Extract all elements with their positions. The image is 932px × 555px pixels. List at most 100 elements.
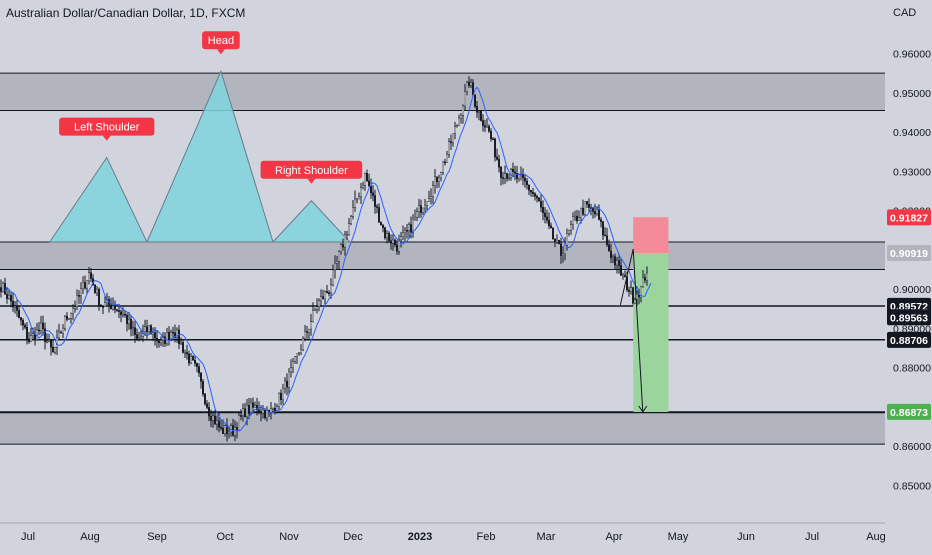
position-layer[interactable] bbox=[633, 217, 669, 412]
candle-body bbox=[298, 352, 301, 355]
candle-body bbox=[77, 295, 80, 297]
candle-body bbox=[568, 230, 571, 234]
candle-body bbox=[334, 263, 337, 271]
candle-body bbox=[85, 280, 88, 289]
candle-body bbox=[598, 209, 601, 220]
candle-body bbox=[384, 227, 387, 239]
candle-body bbox=[251, 402, 254, 408]
price-label-bg-5 bbox=[887, 403, 931, 420]
candle-body bbox=[542, 207, 545, 214]
candle-body bbox=[546, 216, 549, 221]
candle-body bbox=[159, 340, 162, 344]
candle-body bbox=[640, 286, 643, 298]
candle-body bbox=[424, 205, 427, 209]
candle-body bbox=[362, 185, 365, 188]
candle-body bbox=[63, 316, 66, 329]
chart-title: Australian Dollar/Canadian Dollar, 1D, F… bbox=[6, 6, 246, 20]
candle-body bbox=[364, 173, 367, 186]
candle-body bbox=[139, 335, 142, 339]
pattern-triangle-1[interactable] bbox=[146, 69, 274, 243]
candle-body bbox=[101, 306, 104, 308]
candle-body bbox=[644, 277, 647, 281]
candle-body bbox=[169, 331, 172, 340]
candle-body bbox=[181, 342, 184, 353]
candle-body bbox=[388, 233, 391, 241]
candle-body bbox=[73, 306, 76, 309]
candle-body bbox=[428, 198, 431, 202]
candle-body bbox=[203, 393, 206, 405]
candle-body bbox=[456, 125, 459, 127]
candle-body bbox=[81, 282, 84, 290]
candle-body bbox=[97, 289, 100, 306]
candle-body bbox=[512, 169, 515, 172]
candle-body bbox=[11, 300, 14, 308]
resistance-support-zone-1[interactable] bbox=[0, 242, 885, 270]
candle-body bbox=[530, 190, 533, 193]
candle-body bbox=[89, 272, 92, 279]
candle-body bbox=[173, 332, 176, 338]
candle-body bbox=[195, 363, 198, 367]
candle-body bbox=[524, 177, 527, 182]
x-tick-label: Nov bbox=[279, 531, 299, 543]
candle-body bbox=[165, 332, 168, 344]
time-axis[interactable]: Jul Aug Sep Oct Nov Dec 2023 Feb Mar Apr May Jun Jul… bbox=[0, 522, 886, 550]
candle-body bbox=[488, 126, 491, 132]
candle-body bbox=[292, 361, 295, 368]
candle-body bbox=[65, 316, 68, 320]
candle-body bbox=[7, 295, 10, 299]
candle-body bbox=[324, 291, 327, 300]
candle-body bbox=[143, 326, 146, 333]
candle-body bbox=[538, 197, 541, 202]
resistance-support-zone-0[interactable] bbox=[0, 73, 885, 111]
candle-body bbox=[320, 296, 323, 301]
candle-body bbox=[13, 305, 16, 308]
candle-body bbox=[304, 331, 307, 339]
pattern-triangle-2[interactable] bbox=[271, 200, 351, 243]
pattern-triangle-0[interactable] bbox=[48, 156, 148, 243]
candle-body bbox=[544, 212, 547, 218]
x-tick-label: May bbox=[668, 531, 689, 543]
y-tick-label: 0.94000 bbox=[893, 127, 931, 139]
x-tick-label: Jul bbox=[805, 531, 819, 543]
candle-body bbox=[574, 215, 577, 218]
candle-body bbox=[32, 333, 35, 336]
candle-body bbox=[480, 110, 483, 121]
candle-body bbox=[16, 305, 19, 311]
candle-body bbox=[225, 425, 228, 434]
candle-body bbox=[360, 187, 363, 198]
candle-body bbox=[592, 207, 595, 212]
candle-body bbox=[223, 425, 226, 434]
candle-body bbox=[430, 196, 433, 199]
candle-body bbox=[205, 403, 208, 408]
candle-body bbox=[552, 227, 555, 240]
candle-body bbox=[614, 256, 617, 266]
candle-body bbox=[372, 192, 375, 196]
candle-body bbox=[179, 342, 182, 344]
candle-body bbox=[284, 380, 287, 389]
candle-body bbox=[418, 205, 421, 212]
candle-body bbox=[606, 235, 609, 245]
pattern-label-bg-0 bbox=[59, 117, 155, 136]
candle-body bbox=[474, 94, 477, 107]
y-tick-label: 0.85000 bbox=[893, 480, 931, 492]
patterns-layer bbox=[48, 69, 351, 243]
candle-body bbox=[189, 356, 192, 364]
candle-body bbox=[560, 243, 563, 256]
candle-body bbox=[332, 269, 335, 286]
take-profit-zone[interactable] bbox=[633, 252, 669, 412]
stop-loss-zone[interactable] bbox=[633, 217, 669, 253]
candle-body bbox=[38, 329, 41, 332]
resistance-support-zone-2[interactable] bbox=[0, 412, 885, 445]
price-label-4: 0.88706 bbox=[890, 335, 928, 347]
candle-body bbox=[454, 126, 457, 135]
candle-body bbox=[272, 408, 275, 410]
candle-body bbox=[69, 313, 72, 319]
price-axis[interactable]: 0.960000.950000.940000.930000.920000.910… bbox=[885, 0, 932, 550]
candle-body bbox=[149, 325, 152, 335]
candle-body bbox=[227, 431, 230, 434]
candle-body bbox=[135, 334, 138, 339]
candle-body bbox=[646, 272, 649, 281]
x-tick-label: Sep bbox=[147, 531, 167, 543]
candle-body bbox=[496, 156, 499, 160]
